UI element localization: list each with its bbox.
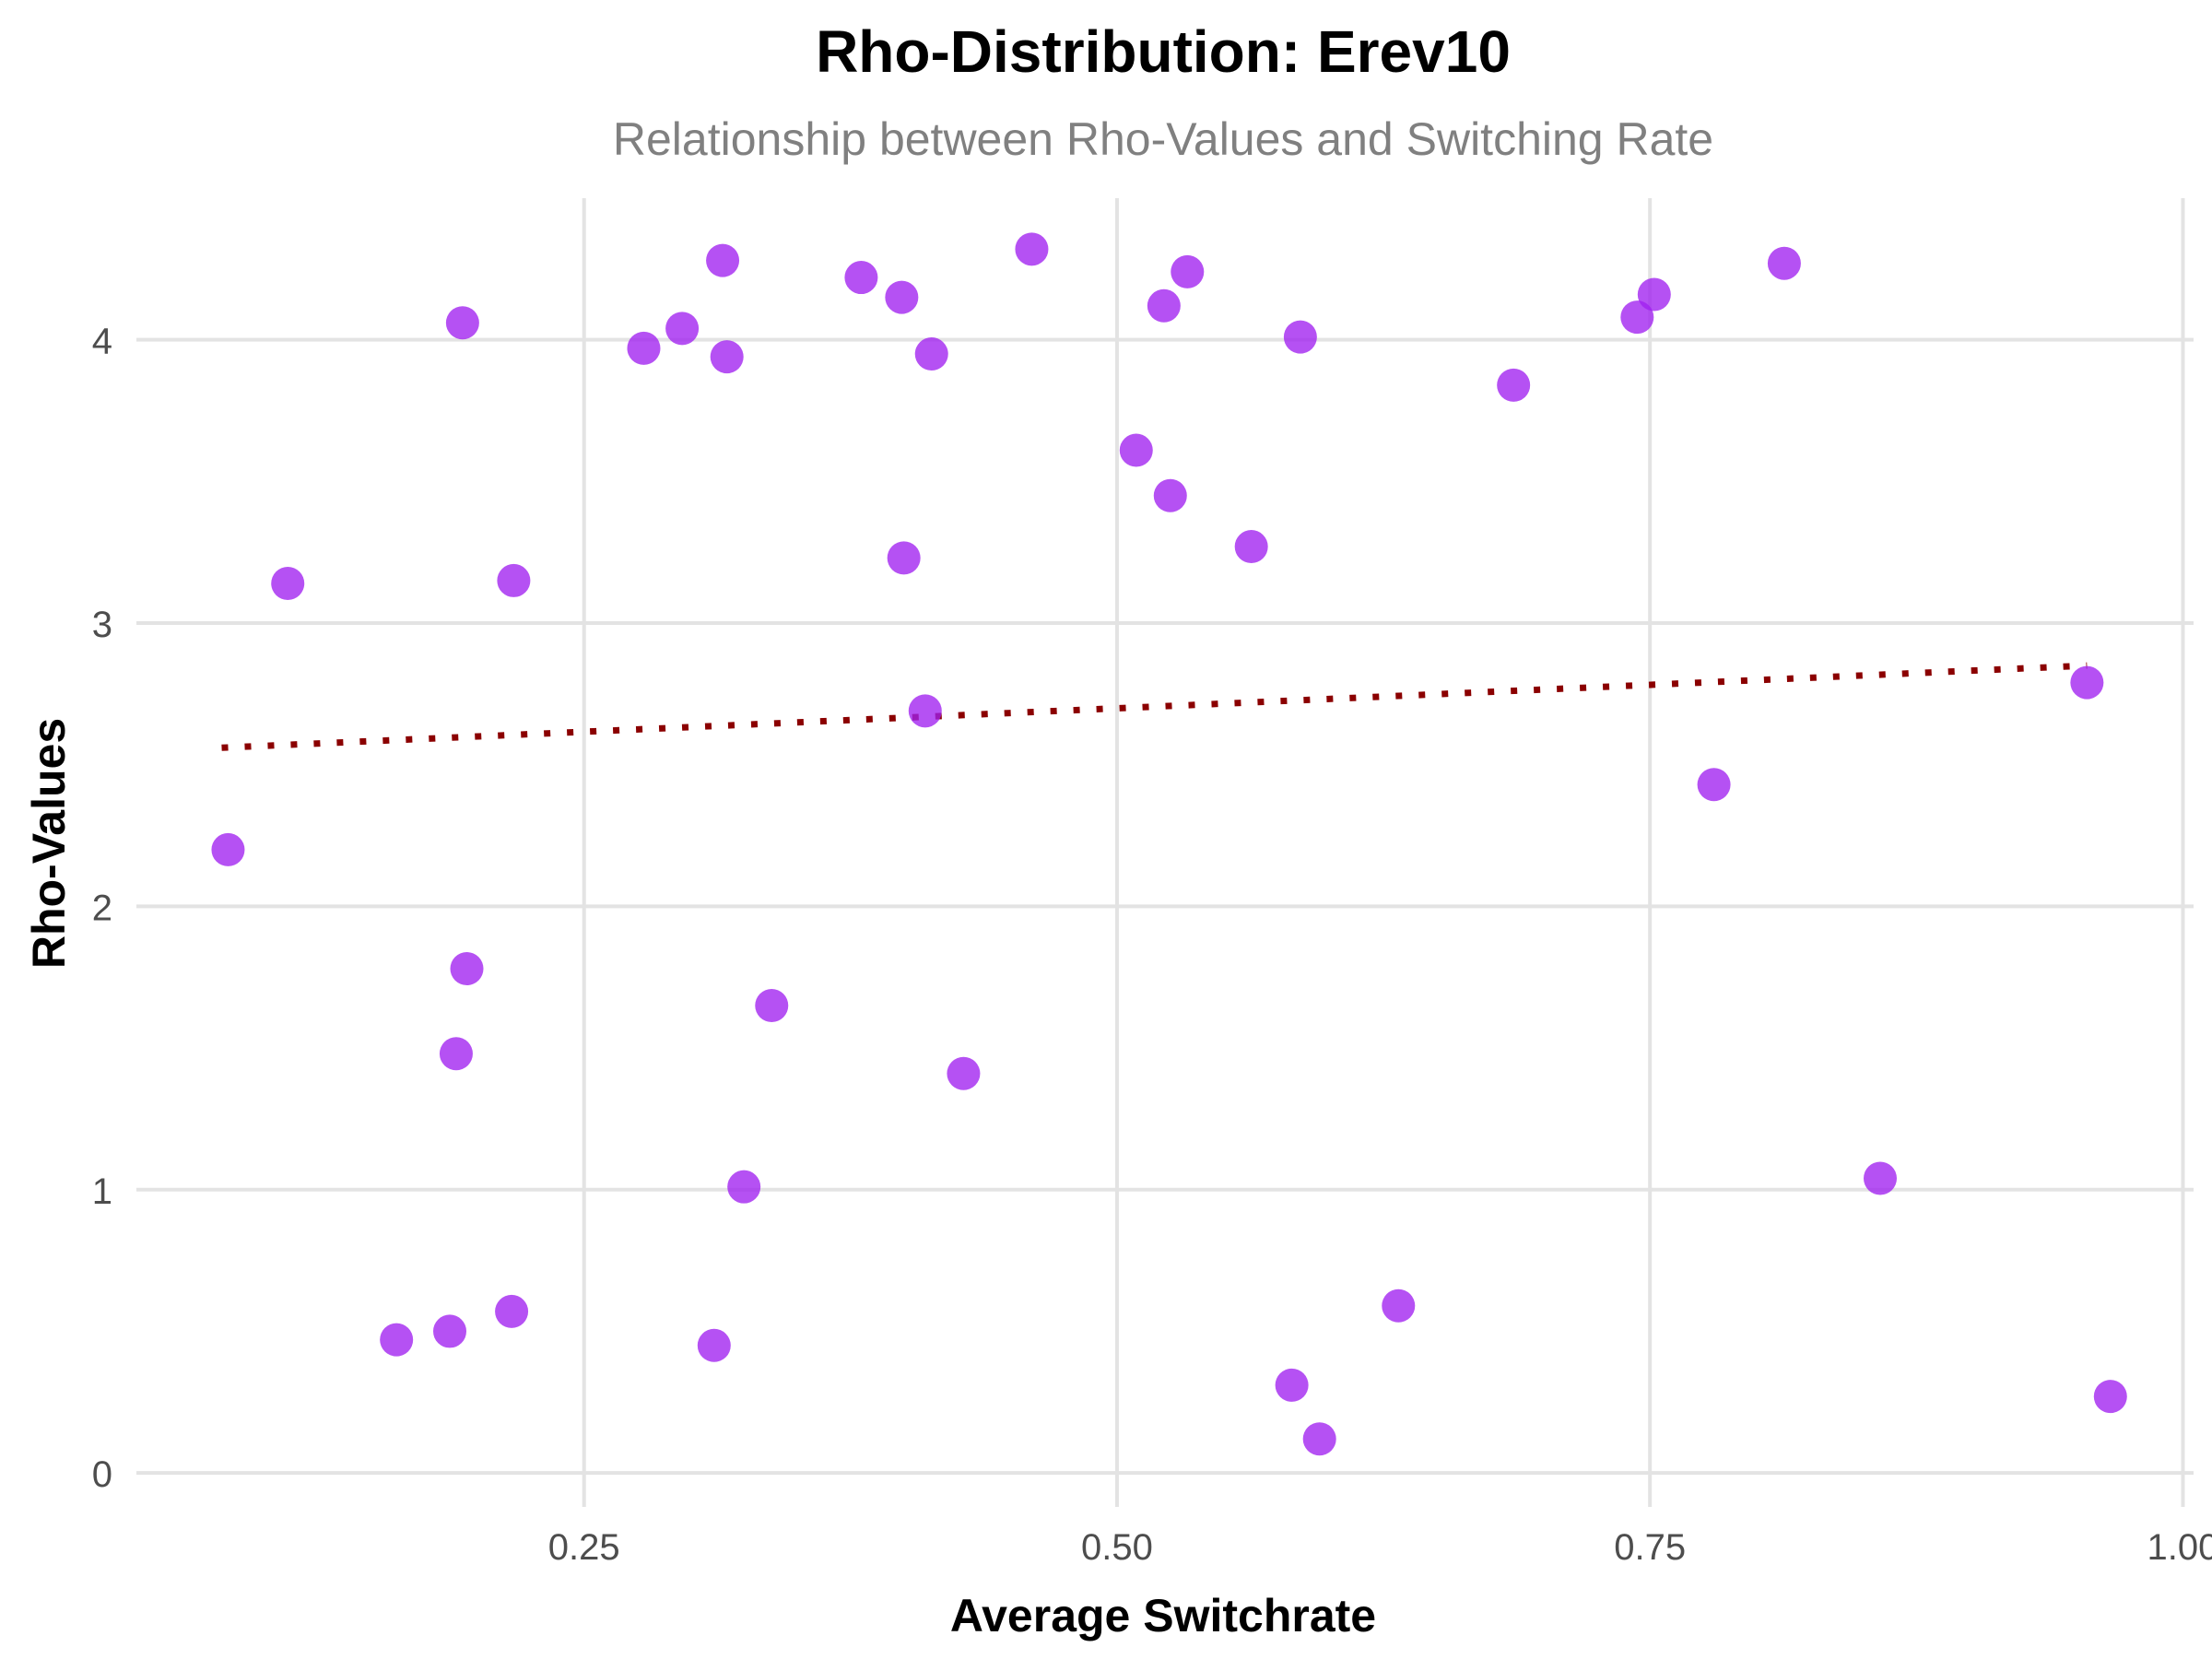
trend-line [221,662,2088,751]
chart-subtitle: Relationship between Rho-Values and Swit… [613,113,1713,165]
scatter-point [1697,768,1731,802]
scatter-point [497,563,531,597]
scatter-point [1234,530,1268,564]
scatter-point [1637,277,1671,312]
scatter-point [1863,1161,1897,1195]
scatter-point [1275,1368,1309,1402]
y-tick-label: 3 [92,605,112,645]
scatter-point [439,1037,473,1071]
scatter-point [1497,368,1531,402]
scatter-point [2093,1380,2127,1414]
scatter-point [627,331,661,365]
scatter-point [908,694,942,728]
scatter-point [727,1170,761,1204]
scatter-point [710,340,744,374]
scatter-point [947,1056,981,1090]
scatter-point [1620,300,1654,335]
scatter-point [271,567,305,601]
y-tick-label: 0 [92,1454,112,1495]
scatter-point [380,1323,414,1357]
scatter-point [665,312,700,346]
scatter-point [887,541,921,575]
scatter-point [1119,433,1153,467]
x-axis-title: Average Switchrate [950,1590,1376,1641]
x-tick-label: 0.50 [1081,1527,1153,1568]
scatter-point [844,261,878,295]
scatter-point [1015,232,1049,266]
scatter-point [706,243,740,277]
grid-lines [136,198,2194,1507]
y-tick-label: 1 [92,1171,112,1212]
scatter-point [1153,478,1187,512]
y-axis-title: Rho-Values [23,718,75,969]
scatter-point [914,337,948,371]
scatter-point [1283,320,1317,354]
tick-labels: 0 1 2 3 4 0.25 0.50 0.75 1.00 [92,322,2212,1568]
data-points [211,232,2127,1456]
scatter-point [1171,254,1205,288]
scatter-point [1302,1422,1336,1456]
x-tick-label: 0.75 [1614,1527,1686,1568]
scatter-point [433,1314,467,1348]
scatter-point [697,1328,731,1362]
scatter-point [1382,1288,1416,1323]
scatter-point [1147,288,1181,323]
x-tick-label: 0.25 [548,1527,620,1568]
trend-line-layer [221,662,2088,751]
scatter-point [755,988,789,1022]
scatter-point [445,306,479,340]
scatter-point [1767,246,1801,280]
scatter-point [495,1294,529,1328]
y-tick-label: 2 [92,888,112,928]
scatter-point [211,832,245,866]
y-tick-label: 4 [92,322,112,362]
chart-title: Rho-Distribution: Erev10 [816,18,1511,85]
scatter-point [2070,665,2104,700]
scatter-point [885,280,919,314]
scatter-point [450,952,484,986]
x-tick-label: 1.00 [2147,1527,2212,1568]
